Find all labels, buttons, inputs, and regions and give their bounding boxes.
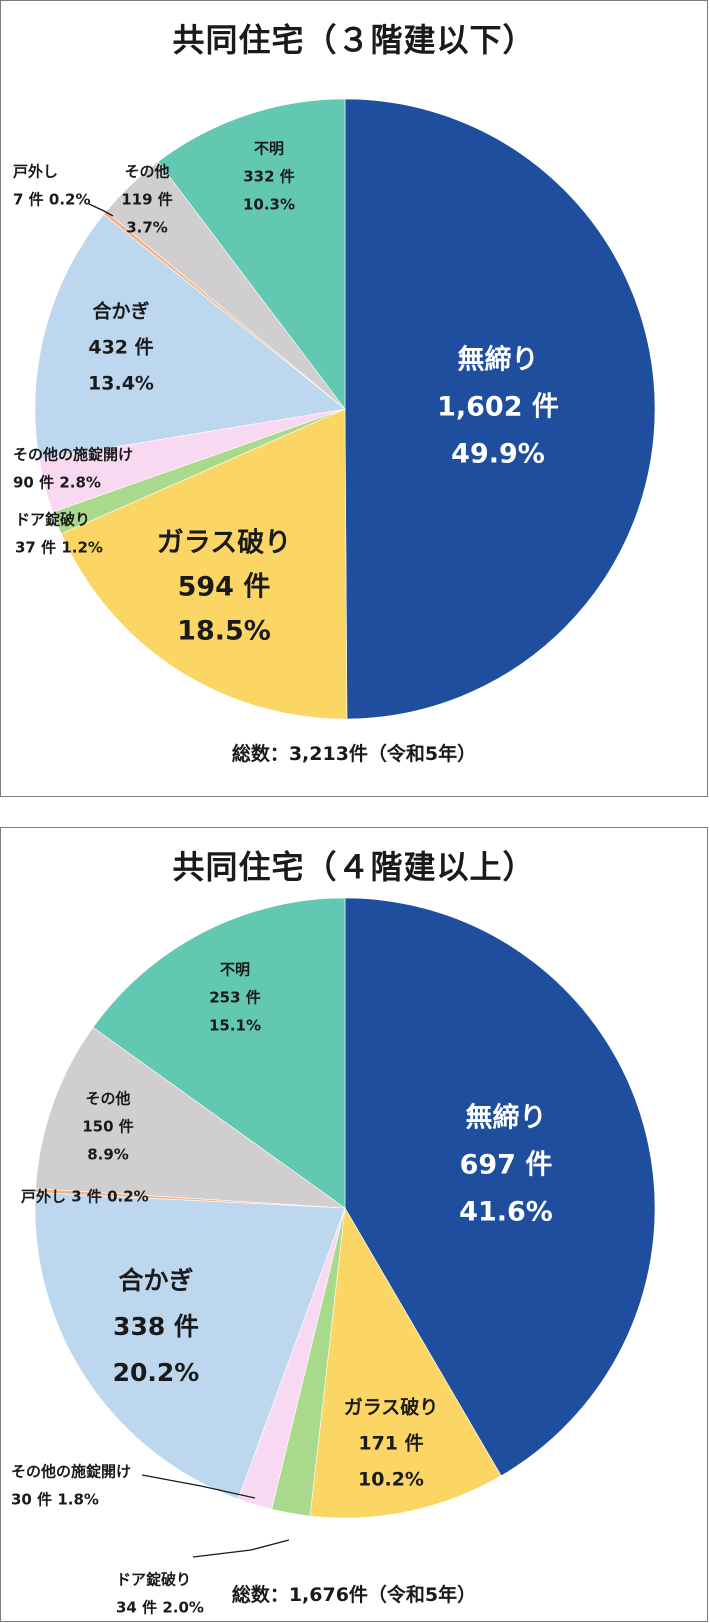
- slice-count: 1,602 件: [437, 392, 559, 423]
- slice-percent: 13.4%: [88, 373, 154, 395]
- pie-slice-2: [309, 1207, 502, 1519]
- total-label: 総数：1,676件（令和5年）: [231, 1584, 477, 1606]
- pie-slice-8: [92, 897, 346, 1209]
- pie-chart: 無締り 1,602 件 49.9% ガラス破り 594 件 18.5% ドア錠破り 37 件 …: [13, 98, 656, 720]
- slice-label: その他: [124, 163, 169, 181]
- slice-label: その他の施錠開け: [11, 1463, 131, 1481]
- slice-label: 不明: [254, 140, 284, 158]
- pie-slice-2: [60, 408, 348, 720]
- slice-count: 119 件: [121, 191, 173, 209]
- slice-count: 171 件: [358, 1432, 423, 1455]
- slice-label: ガラス破り: [344, 1397, 439, 1419]
- slice-label: 合かぎ: [118, 1266, 193, 1295]
- slice-percent: 41.6%: [459, 1197, 553, 1228]
- slice-label: ガラス破り: [157, 528, 291, 559]
- slice-label: ドア錠破り: [15, 511, 90, 529]
- slice-percent: 15.1%: [209, 1017, 261, 1035]
- slice-count-percent: 37 件 1.2%: [15, 539, 103, 557]
- slice-label: その他: [85, 1090, 130, 1108]
- total-label: 総数：3,213件（令和5年）: [231, 743, 477, 765]
- slice-count-percent: 34 件 2.0%: [116, 1599, 204, 1617]
- chart-title: 共同住宅（４階建以上）: [172, 848, 536, 886]
- slice-label: ドア錠破り: [116, 1571, 191, 1589]
- chart-panel-high-rise: 共同住宅（４階建以上） 無締り 697 件 41.6% ガラス破り 171 件 10.2%…: [0, 827, 708, 1622]
- slice-count: 332 件: [243, 168, 295, 186]
- slice-label: 戸外し: [13, 163, 58, 181]
- slice-percent: 18.5%: [177, 616, 271, 647]
- slice-label: 無締り: [458, 344, 539, 376]
- leader-line: [88, 203, 114, 217]
- chart-panel-low-rise: 共同住宅（３階建以下） 無締り 1,602 件 49.9% ガラス破り 594 件 18.…: [0, 0, 708, 797]
- slice-percent: 10.2%: [358, 1469, 424, 1491]
- slice-count: 697 件: [460, 1150, 553, 1181]
- slice-percent: 20.2%: [113, 1358, 200, 1387]
- pie-chart: 無締り 697 件 41.6% ガラス破り 171 件 10.2% ドア錠破り 34 件 2.…: [11, 897, 656, 1617]
- leader-line: [141, 1474, 256, 1499]
- pie-slice-5: [34, 213, 346, 460]
- slice-count-percent: 90 件 2.8%: [13, 474, 101, 492]
- slice-count: 253 件: [209, 989, 261, 1007]
- slice-percent: 3.7%: [126, 219, 168, 237]
- pie-slice-1: [344, 897, 656, 1477]
- slice-count: 150 件: [82, 1118, 134, 1136]
- pie-slice-7: [35, 1026, 347, 1209]
- slice-percent: 49.9%: [451, 439, 545, 470]
- slice-label: 合かぎ: [92, 300, 149, 323]
- slice-count: 594 件: [178, 572, 271, 603]
- slice-percent: 8.9%: [87, 1146, 129, 1164]
- slice-percent: 10.3%: [243, 196, 295, 214]
- slice-label-count-percent: 戸外し 3 件 0.2%: [21, 1188, 149, 1206]
- slice-label: 不明: [220, 961, 250, 979]
- slice-count: 432 件: [88, 336, 153, 359]
- pie-slice-8: [157, 98, 346, 410]
- slice-count-percent: 7 件 0.2%: [13, 191, 90, 209]
- pie-slice-5: [34, 1192, 346, 1500]
- leader-line: [192, 1539, 290, 1558]
- pie-slice-1: [344, 98, 656, 720]
- chart-title: 共同住宅（３階建以下）: [172, 21, 536, 59]
- slice-count: 338 件: [113, 1312, 199, 1341]
- slice-count-percent: 30 件 1.8%: [11, 1491, 99, 1509]
- slice-label: 無締り: [466, 1102, 547, 1134]
- slice-label: その他の施錠開け: [13, 446, 133, 464]
